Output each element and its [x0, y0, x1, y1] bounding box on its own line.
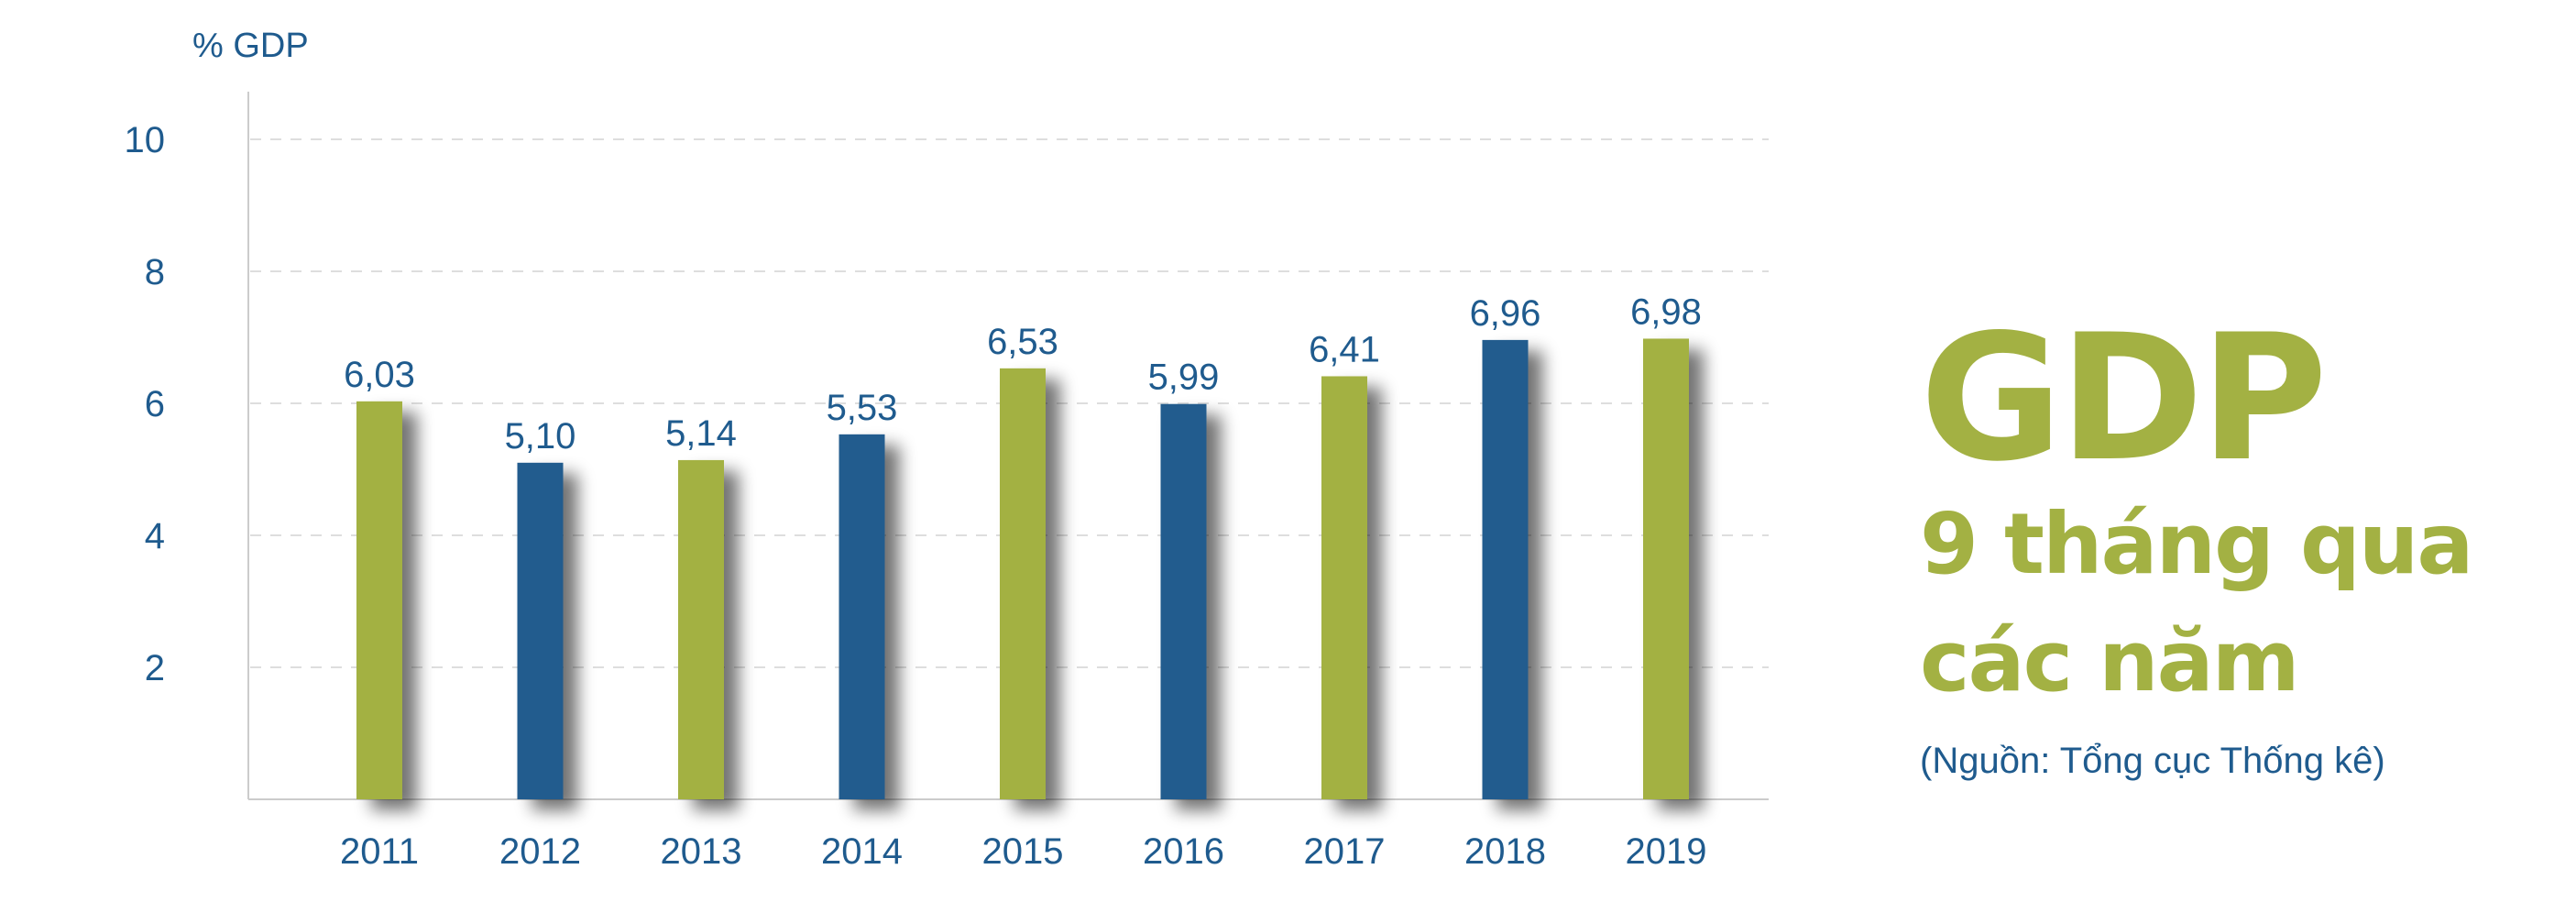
y-tick-label: 4 — [145, 516, 165, 556]
x-tick-label-2018: 2018 — [1464, 831, 1546, 872]
value-label-2017: 6,41 — [1309, 329, 1380, 369]
title-block: GDP 9 tháng qua các năm (Nguồn: Tổng cục… — [1920, 312, 2561, 782]
title-line-2: các năm — [1920, 612, 2300, 710]
x-tick-label-2014: 2014 — [821, 831, 903, 872]
x-tick-label-2011: 2011 — [340, 831, 419, 872]
title-line-1: 9 tháng qua — [1920, 495, 2473, 593]
bar-2014 — [839, 434, 885, 799]
x-tick-label-2013: 2013 — [661, 831, 742, 872]
y-tick-label: 10 — [125, 120, 166, 160]
y-tick-label: 2 — [145, 648, 165, 688]
bar-2018 — [1482, 339, 1529, 799]
bar-2011 — [356, 401, 402, 799]
title-main: GDP — [1920, 297, 2328, 500]
value-label-2019: 6,98 — [1630, 292, 1702, 332]
bar-2013 — [678, 459, 724, 799]
x-tick-label-2015: 2015 — [982, 831, 1064, 872]
x-tick-label-2016: 2016 — [1143, 831, 1224, 872]
bar-2012 — [517, 462, 564, 799]
value-label-2011: 6,03 — [344, 355, 415, 395]
y-tick-label: 6 — [145, 384, 165, 424]
x-tick-label-2019: 2019 — [1626, 831, 1707, 872]
bar-2015 — [1000, 368, 1046, 799]
value-label-2014: 5,53 — [827, 388, 898, 428]
y-tick-labels: 2 4 6 8 10 — [125, 120, 166, 688]
bars — [356, 338, 1689, 799]
bar-2017 — [1321, 376, 1367, 799]
y-axis-label: % GDP — [192, 27, 309, 65]
value-label-2018: 6,96 — [1470, 293, 1541, 334]
value-label-2013: 5,14 — [665, 413, 737, 454]
source-note: (Nguồn: Tổng cục Thống kê) — [1920, 741, 2385, 781]
value-labels: 6,03 5,10 5,14 5,53 6,53 5,99 6,41 6,96 6,98 — [344, 292, 1702, 456]
value-label-2012: 5,10 — [505, 416, 576, 456]
value-label-2016: 5,99 — [1148, 358, 1220, 398]
y-tick-label: 8 — [145, 252, 165, 292]
bar-2019 — [1643, 338, 1689, 799]
x-tick-label-2012: 2012 — [499, 831, 581, 872]
value-label-2015: 6,53 — [987, 322, 1058, 362]
bar-2016 — [1160, 403, 1207, 799]
x-tick-labels: 2011 2012 2013 2014 2015 2016 2017 2018 2019 — [340, 831, 1707, 872]
x-tick-label-2017: 2017 — [1304, 831, 1386, 872]
